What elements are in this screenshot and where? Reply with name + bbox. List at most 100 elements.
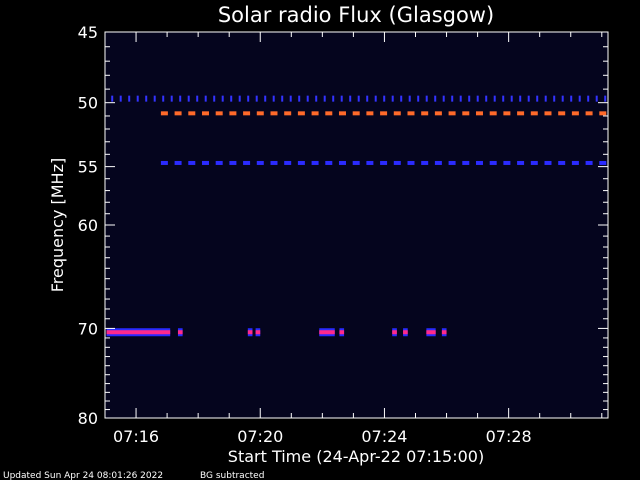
band-0-tick-34 [400, 95, 403, 102]
band-1-dash-8 [270, 111, 278, 116]
band-1-dash-4 [215, 111, 223, 116]
band-1-dash-16 [380, 111, 388, 116]
band-0-tick-56 [587, 95, 590, 102]
band-1-dash-12 [325, 111, 333, 116]
band-1-dash-2 [188, 111, 196, 116]
band-0-tick-33 [391, 95, 394, 102]
band-3-segment-2 [247, 330, 253, 335]
band-0-tick-55 [578, 95, 581, 102]
band-0-tick-32 [383, 95, 386, 102]
band-0-tick-57 [595, 95, 598, 102]
band-0-tick-53 [561, 95, 564, 102]
band-1-dash-30 [571, 111, 579, 116]
band-0-tick-52 [553, 95, 556, 102]
band-1-dash-13 [338, 111, 346, 116]
band-0-tick-50 [536, 95, 539, 102]
band-0-tick-4 [145, 95, 148, 102]
band-2-dash-1 [174, 160, 182, 165]
band-0-tick-38 [434, 95, 437, 102]
band-2-dash-26 [517, 160, 525, 165]
band-1-dash-25 [503, 111, 511, 116]
band-3-segment-7 [403, 330, 408, 335]
band-0-tick-16 [247, 95, 250, 102]
band-1-dash-20 [434, 111, 442, 116]
band-3 [106, 328, 447, 337]
band-0-tick-26 [332, 95, 335, 102]
band-3-segment-1 [177, 330, 183, 335]
y-tick-label-45: 45 [78, 23, 98, 42]
band-2-dash-8 [270, 160, 278, 165]
band-2-dash-24 [489, 160, 497, 165]
band-1-dash-22 [462, 111, 470, 116]
band-0-tick-1 [119, 95, 122, 102]
x-tick-label-24: 07:24 [361, 427, 407, 446]
band-1-dash-10 [297, 111, 305, 116]
band-1 [160, 111, 607, 116]
y-axis-label: Frequency [MHz] [48, 158, 67, 292]
band-0-tick-3 [136, 95, 139, 102]
band-0-tick-54 [570, 95, 573, 102]
band-1-dash-24 [489, 111, 497, 116]
band-1-dash-23 [475, 111, 483, 116]
band-2-dash-21 [448, 160, 456, 165]
band-0-tick-31 [374, 95, 377, 102]
band-0-tick-18 [264, 95, 267, 102]
band-2-dash-13 [338, 160, 346, 165]
band-0-tick-24 [315, 95, 318, 102]
band-1-dash-9 [284, 111, 292, 116]
band-0-tick-17 [255, 95, 258, 102]
band-0-tick-41 [459, 95, 462, 102]
band-0-tick-40 [451, 95, 454, 102]
band-1-dash-27 [530, 111, 538, 116]
band-0 [111, 95, 607, 102]
band-2-dash-16 [380, 160, 388, 165]
emission-bands [106, 95, 607, 337]
x-tick-label-20: 07:20 [237, 427, 283, 446]
band-1-dash-17 [393, 111, 401, 116]
band-0-tick-36 [417, 95, 420, 102]
band-2-dash-4 [215, 160, 223, 165]
band-0-tick-9 [187, 95, 190, 102]
chart-title: Solar radio Flux (Glasgow) [218, 3, 494, 27]
band-2-dash-27 [530, 160, 538, 165]
band-2 [160, 160, 607, 165]
band-2-dash-14 [352, 160, 360, 165]
x-tick-label-28: 07:28 [486, 427, 532, 446]
band-0-tick-22 [298, 95, 301, 102]
band-3-segment-8 [426, 330, 436, 335]
band-2-dash-28 [544, 160, 552, 165]
band-1-dash-21 [448, 111, 456, 116]
band-2-dash-17 [393, 160, 401, 165]
band-2-dash-10 [297, 160, 305, 165]
band-2-dash-15 [366, 160, 374, 165]
band-0-tick-51 [544, 95, 547, 102]
band-0-tick-14 [230, 95, 233, 102]
band-0-tick-37 [425, 95, 428, 102]
band-0-tick-7 [170, 95, 173, 102]
band-0-tick-43 [476, 95, 479, 102]
band-0-tick-46 [502, 95, 505, 102]
band-0-tick-6 [162, 95, 165, 102]
band-2-dash-29 [558, 160, 566, 165]
band-1-dash-11 [311, 111, 319, 116]
band-2-dash-6 [243, 160, 251, 165]
band-0-tick-48 [519, 95, 522, 102]
band-0-tick-45 [493, 95, 496, 102]
band-2-dash-32 [599, 160, 607, 165]
band-2-dash-30 [571, 160, 579, 165]
band-1-dash-5 [229, 111, 237, 116]
band-2-dash-25 [503, 160, 511, 165]
band-2-dash-5 [229, 160, 237, 165]
band-3-segment-9 [441, 330, 447, 335]
band-1-dash-29 [558, 111, 566, 116]
band-3-segment-5 [339, 330, 345, 335]
band-3-segment-4 [319, 330, 335, 335]
y-tick-label-60: 60 [78, 216, 98, 235]
band-2-dash-20 [434, 160, 442, 165]
x-axis-label: Start Time (24-Apr-22 07:15:00) [228, 447, 484, 466]
band-1-dash-3 [201, 111, 209, 116]
band-1-dash-32 [599, 111, 607, 116]
band-1-dash-0 [160, 111, 168, 116]
band-2-dash-9 [284, 160, 292, 165]
